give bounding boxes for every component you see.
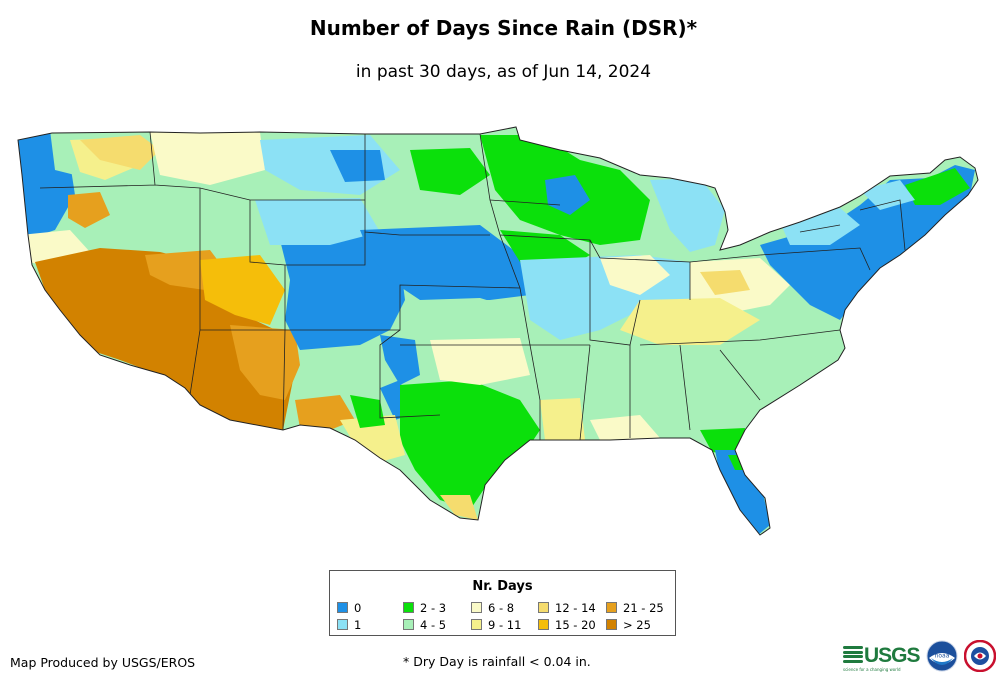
legend-label: 12 - 14 xyxy=(555,601,596,615)
legend-swatch xyxy=(606,619,617,630)
map-title: Number of Days Since Rain (DSR)* xyxy=(309,16,698,40)
legend-label: 15 - 20 xyxy=(555,618,596,632)
legend-item-0: 0 xyxy=(337,602,361,614)
usgs-logo-text: USGS xyxy=(864,644,921,667)
usgs-logo-tagline: science for a changing world xyxy=(843,667,901,672)
legend-swatch xyxy=(337,602,348,613)
legend-item-4: 6 - 8 xyxy=(471,602,514,614)
legend-label: 0 xyxy=(354,601,362,615)
legend: Nr. Days 0 1 2 - 3 4 - 5 6 - 8 9 - 11 12… xyxy=(329,570,676,636)
legend-item-5: 9 - 11 xyxy=(471,619,521,631)
legend-swatch xyxy=(403,619,414,630)
legend-swatch xyxy=(403,602,414,613)
legend-item-7: 15 - 20 xyxy=(538,619,596,631)
dry-day-note: * Dry Day is rainfall < 0.04 in. xyxy=(403,654,591,669)
legend-swatch xyxy=(538,619,549,630)
legend-label: 6 - 8 xyxy=(488,601,515,615)
legend-item-8: 21 - 25 xyxy=(606,602,664,614)
legend-swatch xyxy=(337,619,348,630)
legend-swatch xyxy=(471,602,482,613)
credit-text: Map Produced by USGS/EROS xyxy=(10,655,196,670)
legend-label: 9 - 11 xyxy=(488,618,522,632)
legend-label: > 25 xyxy=(623,618,651,632)
legend-item-2: 2 - 3 xyxy=(403,602,446,614)
us-dsr-map xyxy=(17,126,979,536)
map-subtitle: in past 30 days, as of Jun 14, 2024 xyxy=(355,62,652,82)
usgs-logo: USGS science for a changing world xyxy=(843,644,923,672)
legend-title: Nr. Days xyxy=(472,579,533,594)
legend-item-1: 1 xyxy=(337,619,361,631)
legend-item-6: 12 - 14 xyxy=(538,602,596,614)
legend-label: 2 - 3 xyxy=(420,601,447,615)
legend-swatch xyxy=(606,602,617,613)
legend-label: 4 - 5 xyxy=(420,618,447,632)
legend-item-9: > 25 xyxy=(606,619,651,631)
legend-swatch xyxy=(471,619,482,630)
legend-label: 21 - 25 xyxy=(623,601,664,615)
nws-logo-icon xyxy=(964,640,996,672)
noaa-logo-icon: noaa xyxy=(926,640,958,672)
legend-swatch xyxy=(538,602,549,613)
svg-text:noaa: noaa xyxy=(935,653,950,660)
legend-label: 1 xyxy=(354,618,362,632)
legend-item-3: 4 - 5 xyxy=(403,619,446,631)
usgs-stripes-icon xyxy=(843,646,863,668)
